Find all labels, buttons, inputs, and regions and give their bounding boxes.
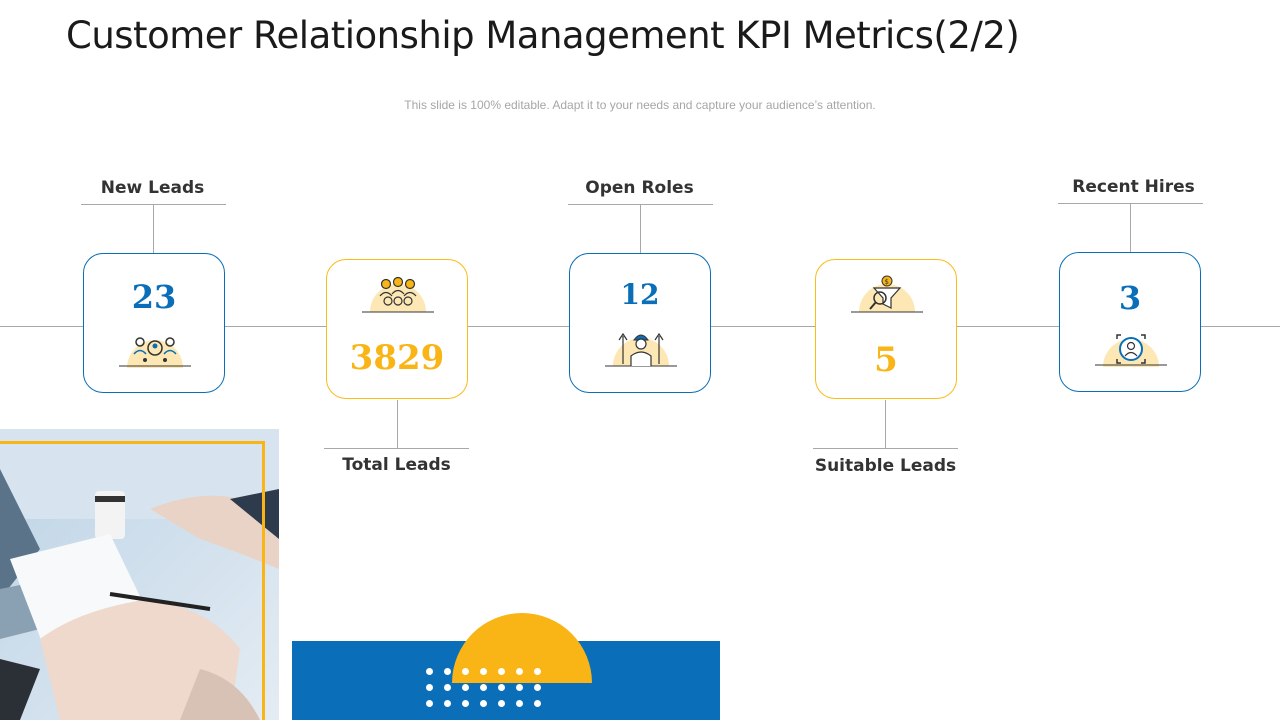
kpi-connector (397, 400, 398, 448)
target-person-icon (1091, 327, 1171, 371)
kpi-value-new-leads: 23 (131, 278, 177, 316)
kpi-connector (640, 204, 641, 253)
crowd-icon (358, 270, 438, 314)
kpi-value-suitable-leads: 5 (874, 340, 898, 380)
kpi-value-recent-hires: 3 (1118, 279, 1142, 317)
kpi-label-open-roles: Open Roles (585, 178, 694, 198)
kpi-label-total-leads: Total Leads (342, 455, 451, 475)
business-meeting-photo (0, 429, 279, 720)
kpi-value-open-roles: 12 (620, 278, 660, 311)
worker-upgrade-icon (601, 326, 681, 370)
kpi-label-underline (813, 448, 958, 449)
kpi-label-recent-hires: Recent Hires (1072, 177, 1195, 197)
funnel-search-icon: $ (847, 270, 927, 314)
kpi-label-suitable-leads: Suitable Leads (814, 456, 957, 476)
people-group-icon (115, 328, 195, 372)
slide-subtitle: This slide is 100% editable. Adapt it to… (404, 98, 876, 112)
kpi-connector (153, 204, 154, 253)
kpi-card-suitable-leads: $ 5 (815, 259, 957, 399)
kpi-connector (1130, 203, 1131, 252)
kpi-card-new-leads: 23 (83, 253, 225, 393)
kpi-connector (885, 400, 886, 448)
kpi-label-new-leads: New Leads (100, 178, 205, 198)
slide-title: Customer Relationship Management KPI Met… (66, 14, 1020, 57)
kpi-value-total-leads: 3829 (349, 338, 445, 378)
svg-text:$: $ (885, 278, 889, 286)
kpi-card-recent-hires: 3 (1059, 252, 1201, 392)
kpi-label-underline (324, 448, 469, 449)
kpi-card-open-roles: 12 (569, 253, 711, 393)
dot-pattern (422, 664, 552, 712)
kpi-card-total-leads: 3829 (326, 259, 468, 399)
